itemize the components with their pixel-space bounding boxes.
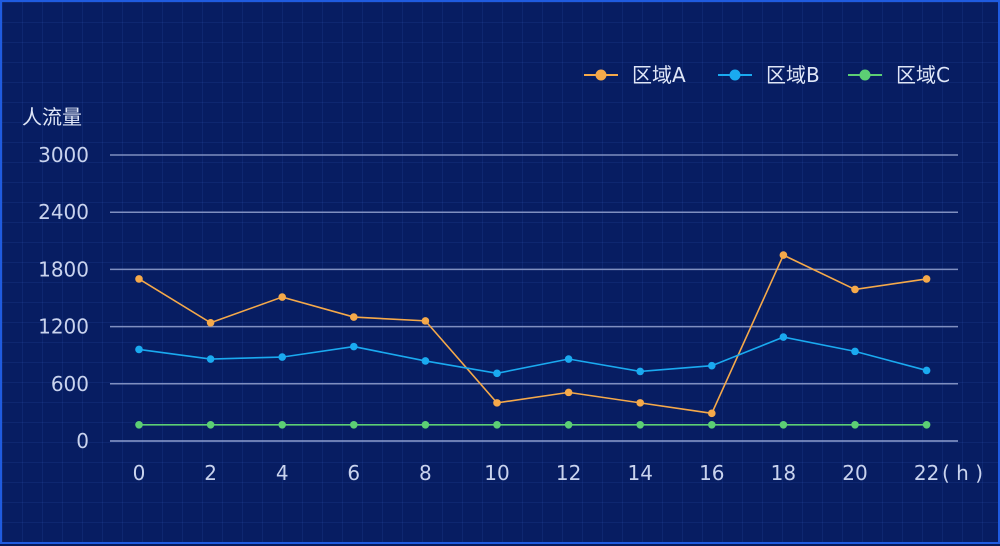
series-line [138,254,927,415]
y-axis-title: 人流量 [22,105,82,129]
data-point[interactable] [493,369,501,378]
data-point[interactable] [564,388,573,397]
data-point[interactable] [564,420,573,429]
data-point[interactable] [421,317,430,325]
series-lines [135,251,931,429]
data-point[interactable] [493,399,501,407]
data-point[interactable] [564,355,573,363]
x-tick-label: 22 [914,461,939,485]
data-point[interactable] [135,345,143,354]
legend[interactable]: 区域A 区域B 区域C [584,63,950,87]
series-3 [135,420,931,429]
y-tick-label: 1800 [38,257,89,281]
x-tick-label: 12 [556,461,581,485]
data-point[interactable] [708,409,716,418]
x-axis-ticks: 0 2 4 6 8 10 12 14 16 18 20 22 [133,461,940,485]
data-point[interactable] [135,420,143,429]
y-tick-label: 3000 [38,143,89,167]
y-tick-label: 0 [76,429,89,453]
x-tick-label: 0 [133,461,146,485]
data-point[interactable] [708,361,716,370]
x-tick-label: 20 [842,461,867,485]
y-axis-ticks: 0 600 1200 1800 2400 3000 [38,143,89,453]
data-point[interactable] [779,333,788,341]
data-point[interactable] [278,353,287,361]
legend-marker [729,69,741,81]
data-point[interactable] [779,251,788,259]
x-tick-label: 4 [276,461,289,485]
data-point[interactable] [350,342,358,351]
data-point[interactable] [350,313,358,321]
data-point[interactable] [206,355,215,363]
y-tick-label: 1200 [38,315,89,339]
data-point[interactable] [922,366,931,375]
x-tick-label: 10 [484,461,509,485]
data-point[interactable] [206,318,215,327]
data-point[interactable] [851,420,859,429]
legend-label: 区域A [632,63,686,87]
x-tick-label: 6 [347,461,360,485]
legend-item[interactable]: 区域C [848,63,950,87]
data-point[interactable] [851,285,859,294]
data-point[interactable] [350,420,358,429]
x-tick-label: 8 [419,461,432,485]
legend-item[interactable]: 区域A [584,63,686,87]
legend-label: 区域B [766,63,820,87]
data-point[interactable] [493,420,501,429]
data-point[interactable] [421,420,430,429]
series-1 [135,251,931,418]
series-line [138,336,927,375]
data-point[interactable] [851,347,859,356]
legend-marker [595,69,607,81]
grid-lines [110,154,958,442]
data-point[interactable] [922,275,931,283]
data-point[interactable] [636,420,644,429]
x-tick-label: 16 [699,461,724,485]
y-tick-label: 600 [51,372,89,396]
legend-label: 区域C [896,63,950,87]
legend-marker [859,69,871,81]
data-point[interactable] [206,420,215,429]
legend-item[interactable]: 区域B [718,63,820,87]
x-tick-label: 2 [204,461,217,485]
data-point[interactable] [708,420,716,429]
data-point[interactable] [636,367,644,376]
data-point[interactable] [922,420,931,429]
data-point[interactable] [135,275,143,283]
series-2 [135,333,931,378]
data-point[interactable] [779,420,788,429]
x-tick-label: 18 [771,461,796,485]
x-tick-label: 14 [627,461,652,485]
data-point[interactable] [421,357,430,365]
data-point[interactable] [636,399,644,407]
data-point[interactable] [278,420,287,429]
data-point[interactable] [278,293,287,301]
y-tick-label: 2400 [38,200,89,224]
x-axis-unit: ( h ) [942,461,983,485]
